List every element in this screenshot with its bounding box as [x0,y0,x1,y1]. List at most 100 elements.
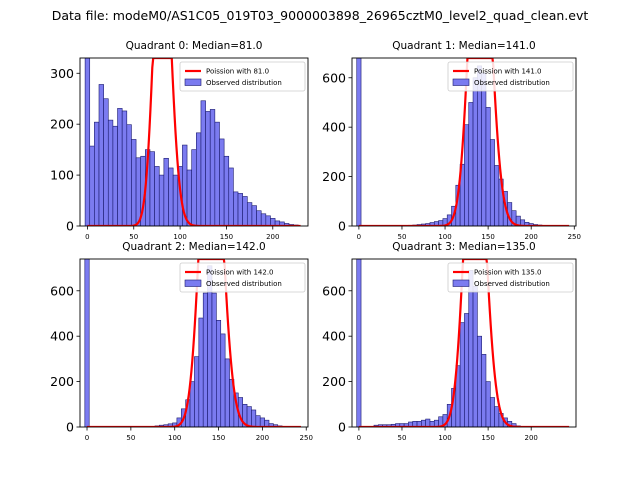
axes-frame [351,258,577,428]
histogram-bar [200,100,206,226]
legend: Poission with 141.0 Observed distribution [447,61,574,92]
histogram-bar [94,121,100,226]
legend-observed-label: Observed distribution [474,79,550,87]
y-tick-label: 300 [50,66,74,81]
histogram-bar [251,205,257,226]
legend: Poission with 142.0 Observed distribution [179,262,306,293]
histogram-bar [223,155,230,226]
histogram-bar [489,139,495,226]
histogram-bar [259,417,265,427]
x-tick-label: 50 [398,434,407,442]
histogram-bar [489,397,495,427]
histogram-bar [242,196,248,226]
histogram-bar [233,191,239,226]
histogram-bar [154,166,160,226]
legend-observed-label: Observed distribution [474,280,550,288]
x-tick-label: 150 [481,434,494,442]
histogram-bar [112,125,118,226]
histogram-bar [224,358,230,427]
histogram-bar [464,124,470,226]
legend-box [447,61,574,92]
x-tick-label: 0 [85,434,89,442]
histogram-bar [196,132,202,226]
legend-box [179,61,306,92]
histogram-bar [186,169,192,226]
histogram-bar [205,111,211,226]
histogram-bar [216,319,222,427]
histogram-bar [425,418,431,427]
subplot-quadrant-0: Quadrant 0: Median=81.0 0 50 100 150 200 0 100 2… [50,40,309,241]
legend-observed-label: Observed distribution [206,79,282,87]
histogram-bar [209,109,216,226]
legend-poisson-label: Poission with 135.0 [474,269,542,277]
legend: Poission with 81.0 Observed distribution [179,61,306,92]
histogram-bar [472,77,478,226]
histogram-bar [459,322,465,427]
histogram-bar [84,58,91,226]
histogram-bar [356,58,362,226]
legend-poisson-label: Poission with 141.0 [474,68,542,76]
histogram-bar [270,218,276,226]
x-tick-label: 250 [568,233,581,241]
legend-observed-label: Observed distribution [206,280,282,288]
subplot-title: Quadrant 1: Median=141.0 [392,40,535,52]
figure-suptitle: Data file: modeM0/AS1C05_019T03_90000038… [52,8,589,23]
histogram-bar [168,167,174,226]
histogram-bar [481,72,487,226]
histogram-bar [464,313,470,427]
poisson-curve [87,58,301,226]
histogram-bar [158,174,165,226]
y-tick-label: 100 [50,168,74,183]
histogram-bar [117,108,123,226]
histogram-bar [481,354,487,427]
histogram-bars [84,58,299,226]
x-tick-label: 100 [438,233,451,241]
histogram-bar [356,259,362,427]
y-tick-label: 0 [338,219,346,234]
histogram-bar [84,259,90,427]
x-tick-label: 150 [220,233,233,241]
y-tick-label: 400 [322,120,346,135]
histogram-bar [468,102,474,226]
subplot-title: Quadrant 2: Median=142.0 [122,241,265,253]
histogram-bar [198,317,204,427]
x-tick-label: 0 [85,233,89,241]
axes-frame [351,57,577,227]
y-tick-label: 0 [338,420,346,435]
legend-poisson-label: Poission with 81.0 [206,68,269,76]
histogram-bar [214,121,220,226]
x-tick-label: 200 [266,233,279,241]
histogram-bar [172,174,179,226]
subplot-quadrant-2: Quadrant 2: Median=142.0 0 50 100 150 200 250 0… [50,241,313,442]
x-tick-label: 0 [357,233,361,241]
histogram-bar [211,292,217,427]
y-tick-label: 200 [50,117,74,132]
histogram-bar [149,151,155,226]
histogram-bar [202,292,208,427]
y-tick-label: 0 [66,420,74,435]
legend: Poission with 135.0 Observed distribution [447,262,574,293]
y-tick-label: 400 [50,329,74,344]
subplot-title: Quadrant 3: Median=135.0 [392,241,535,253]
histogram-bar [494,406,500,427]
x-tick-label: 0 [357,434,361,442]
axes-frame [79,258,309,428]
legend-observed-swatch [452,279,470,287]
histogram-bar [219,138,225,226]
histogram-bar [246,202,253,226]
histogram-bar [131,139,137,226]
histogram-bar [194,356,200,427]
x-tick-label: 250 [300,434,313,442]
x-tick-label: 150 [481,233,494,241]
histogram-bar [228,167,234,226]
histogram-bar [220,333,226,427]
subplot-quadrant-1: Quadrant 1: Median=141.0 0 50 100 150 200 250 0… [322,40,581,241]
histogram-bar [255,415,261,427]
x-tick-label: 200 [256,434,269,442]
histogram-bar [246,406,252,427]
y-tick-label: 600 [322,283,346,298]
legend-box [447,262,574,293]
y-tick-label: 600 [322,70,346,85]
x-tick-label: 100 [168,434,181,442]
histogram-bar [135,157,142,226]
